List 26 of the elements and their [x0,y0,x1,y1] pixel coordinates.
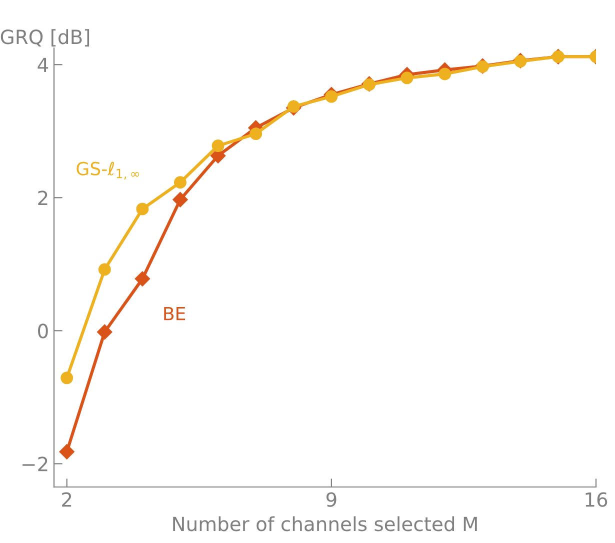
x-tick-label: 9 [326,492,336,507]
series-label: BE [164,307,186,320]
point [98,263,111,276]
point [287,100,300,113]
point [136,202,149,216]
point [134,271,150,286]
series-label: GS-ℓ$_{1,∞}$ [76,162,139,180]
y-tick-label: −2 [22,456,48,472]
x-axis-title: Number of channels selected M [173,516,477,532]
point [60,372,74,384]
point [174,176,186,189]
x-tick-label: 16 [586,492,608,507]
y-tick-label: 4 [38,58,48,72]
point [325,90,338,103]
y-tick-label: 2 [38,190,48,206]
y-tick-label: 0 [38,324,48,338]
point [59,444,74,460]
y-axis-title: GRQ [dB] [0,29,90,47]
point [400,72,414,84]
point [514,55,527,68]
point [97,324,112,340]
x-tick-label: 2 [62,492,72,507]
point [438,68,452,80]
point [212,140,224,152]
point [250,128,262,140]
point [172,192,188,208]
